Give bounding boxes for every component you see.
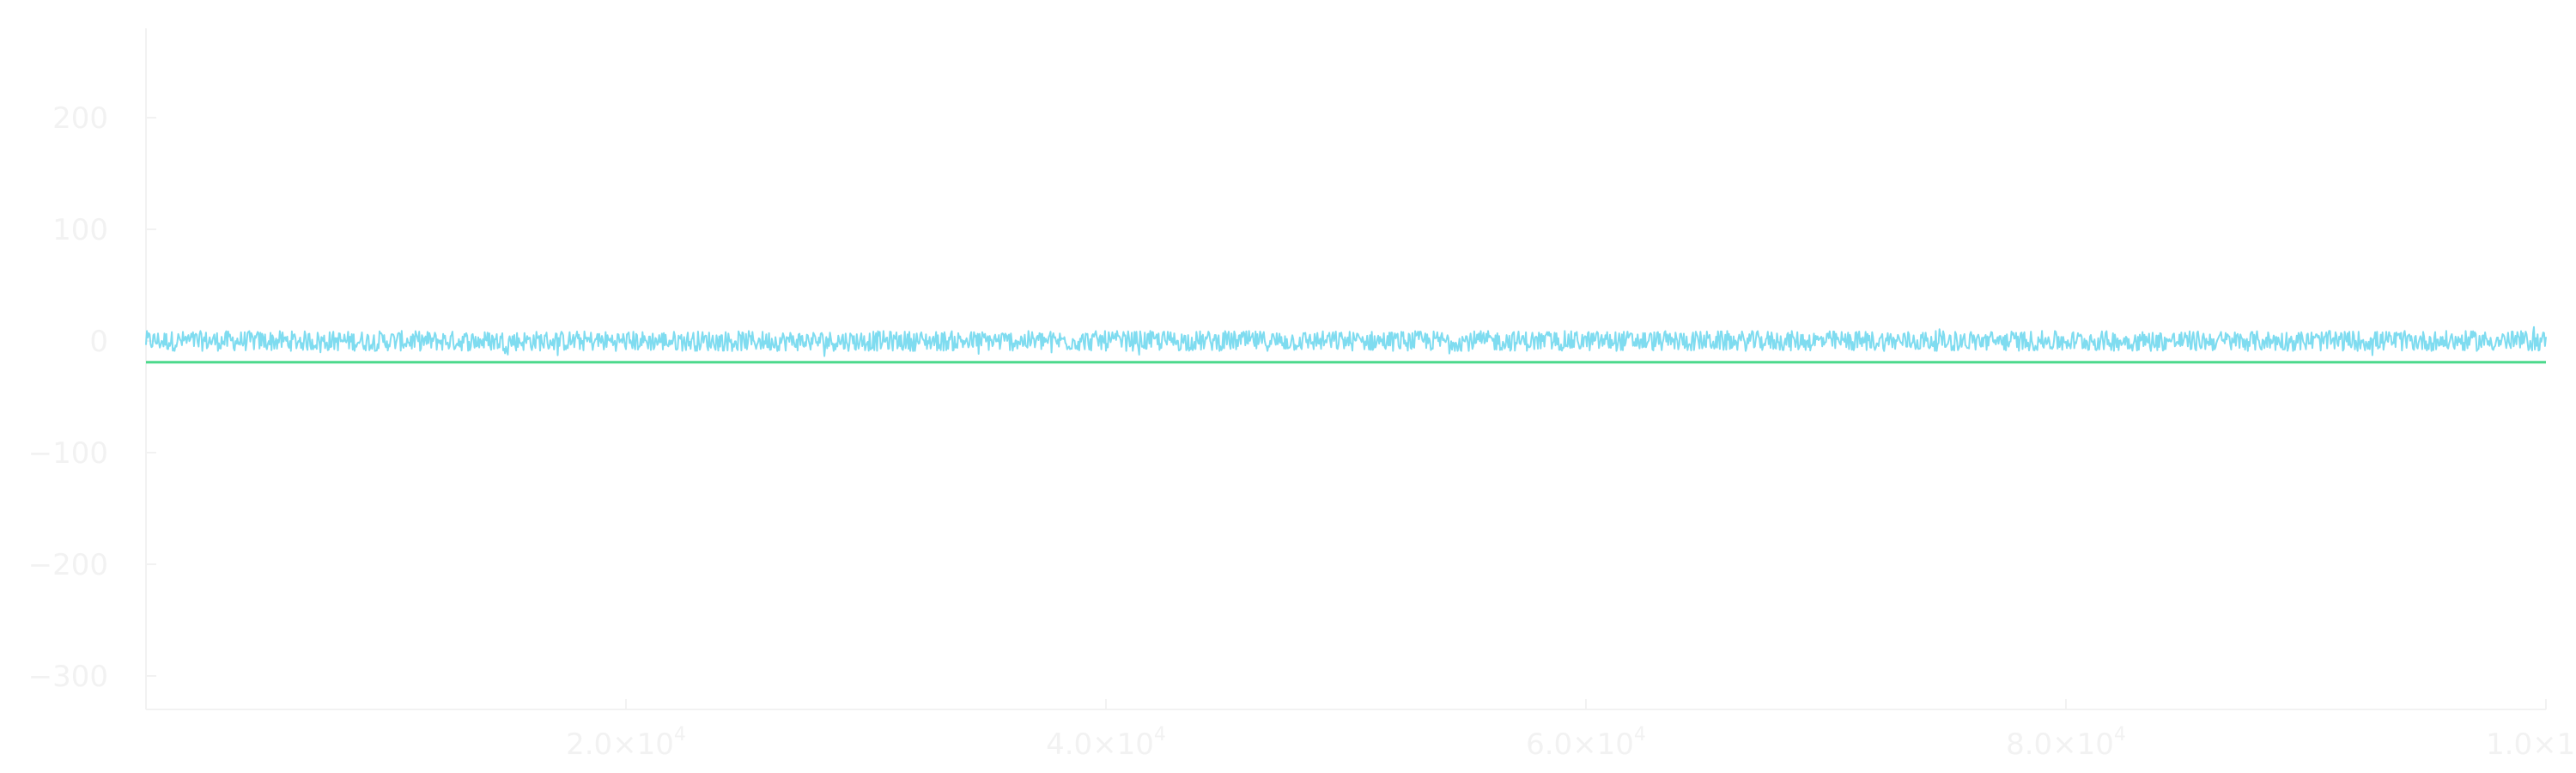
- x-tick-label: 4.0×104: [1046, 724, 1166, 762]
- y-tick-label: 100: [52, 213, 108, 247]
- x-tick-label: 8.0×104: [2006, 724, 2126, 762]
- y-tick-label: −300: [28, 660, 108, 694]
- y-tick-label: −200: [28, 548, 108, 582]
- axes: [145, 28, 2546, 710]
- series-noise-line: [145, 326, 2547, 357]
- y-tick-label: −100: [28, 436, 108, 471]
- x-ticks: 2.0×104 4.0×104 6.0×104 8.0×104 1.0×105: [566, 699, 2576, 762]
- x-tick-label: 1.0×105: [2486, 724, 2576, 762]
- y-tick-label: 200: [52, 101, 108, 136]
- x-tick-label: 6.0×104: [1526, 724, 1646, 762]
- y-ticks: 200 100 0 −100 −200 −300: [28, 101, 156, 694]
- y-tick-label: 0: [89, 325, 108, 359]
- plot-area: [145, 326, 2547, 364]
- x-tick-label: 2.0×104: [566, 724, 686, 762]
